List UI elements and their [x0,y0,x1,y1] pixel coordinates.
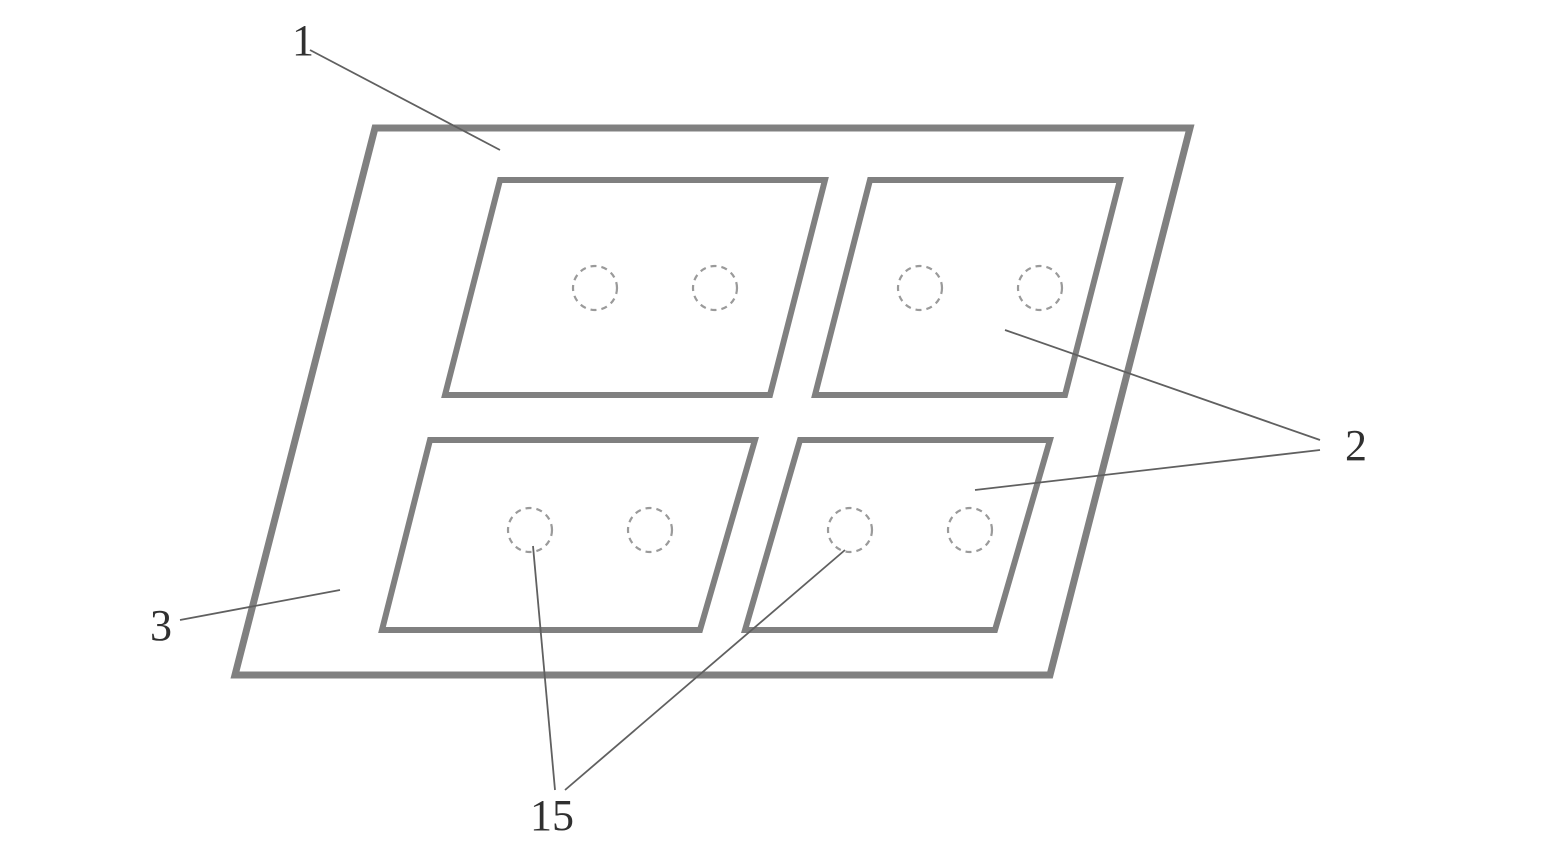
callout-label-lbl-2: 2 [1345,421,1367,470]
panel-bl [382,440,755,630]
callout-label-lbl-1: 1 [292,16,314,65]
callout-label-lbl-15: 15 [530,791,574,840]
panel-br-hole-1 [948,508,992,552]
panel-br [745,440,1050,630]
diagram-canvas: 1 2 3 15 [0,0,1554,862]
leader-lead-2b [975,450,1320,490]
leader-lead-2a [1005,330,1320,440]
panel-bl-hole-0 [508,508,552,552]
panel-tl [445,180,825,395]
panel-tl-hole-0 [573,266,617,310]
panel-tr-hole-0 [898,266,942,310]
panel-tr-hole-1 [1018,266,1062,310]
leader-lead-15b [565,550,845,790]
callout-label-lbl-3: 3 [150,601,172,650]
panel-br-hole-0 [828,508,872,552]
leader-lead-15a [533,546,555,790]
leader-lead-3 [180,590,340,620]
leader-lead-1 [310,50,500,150]
panel-tl-hole-1 [693,266,737,310]
panel-bl-hole-1 [628,508,672,552]
panel-tr [815,180,1120,395]
